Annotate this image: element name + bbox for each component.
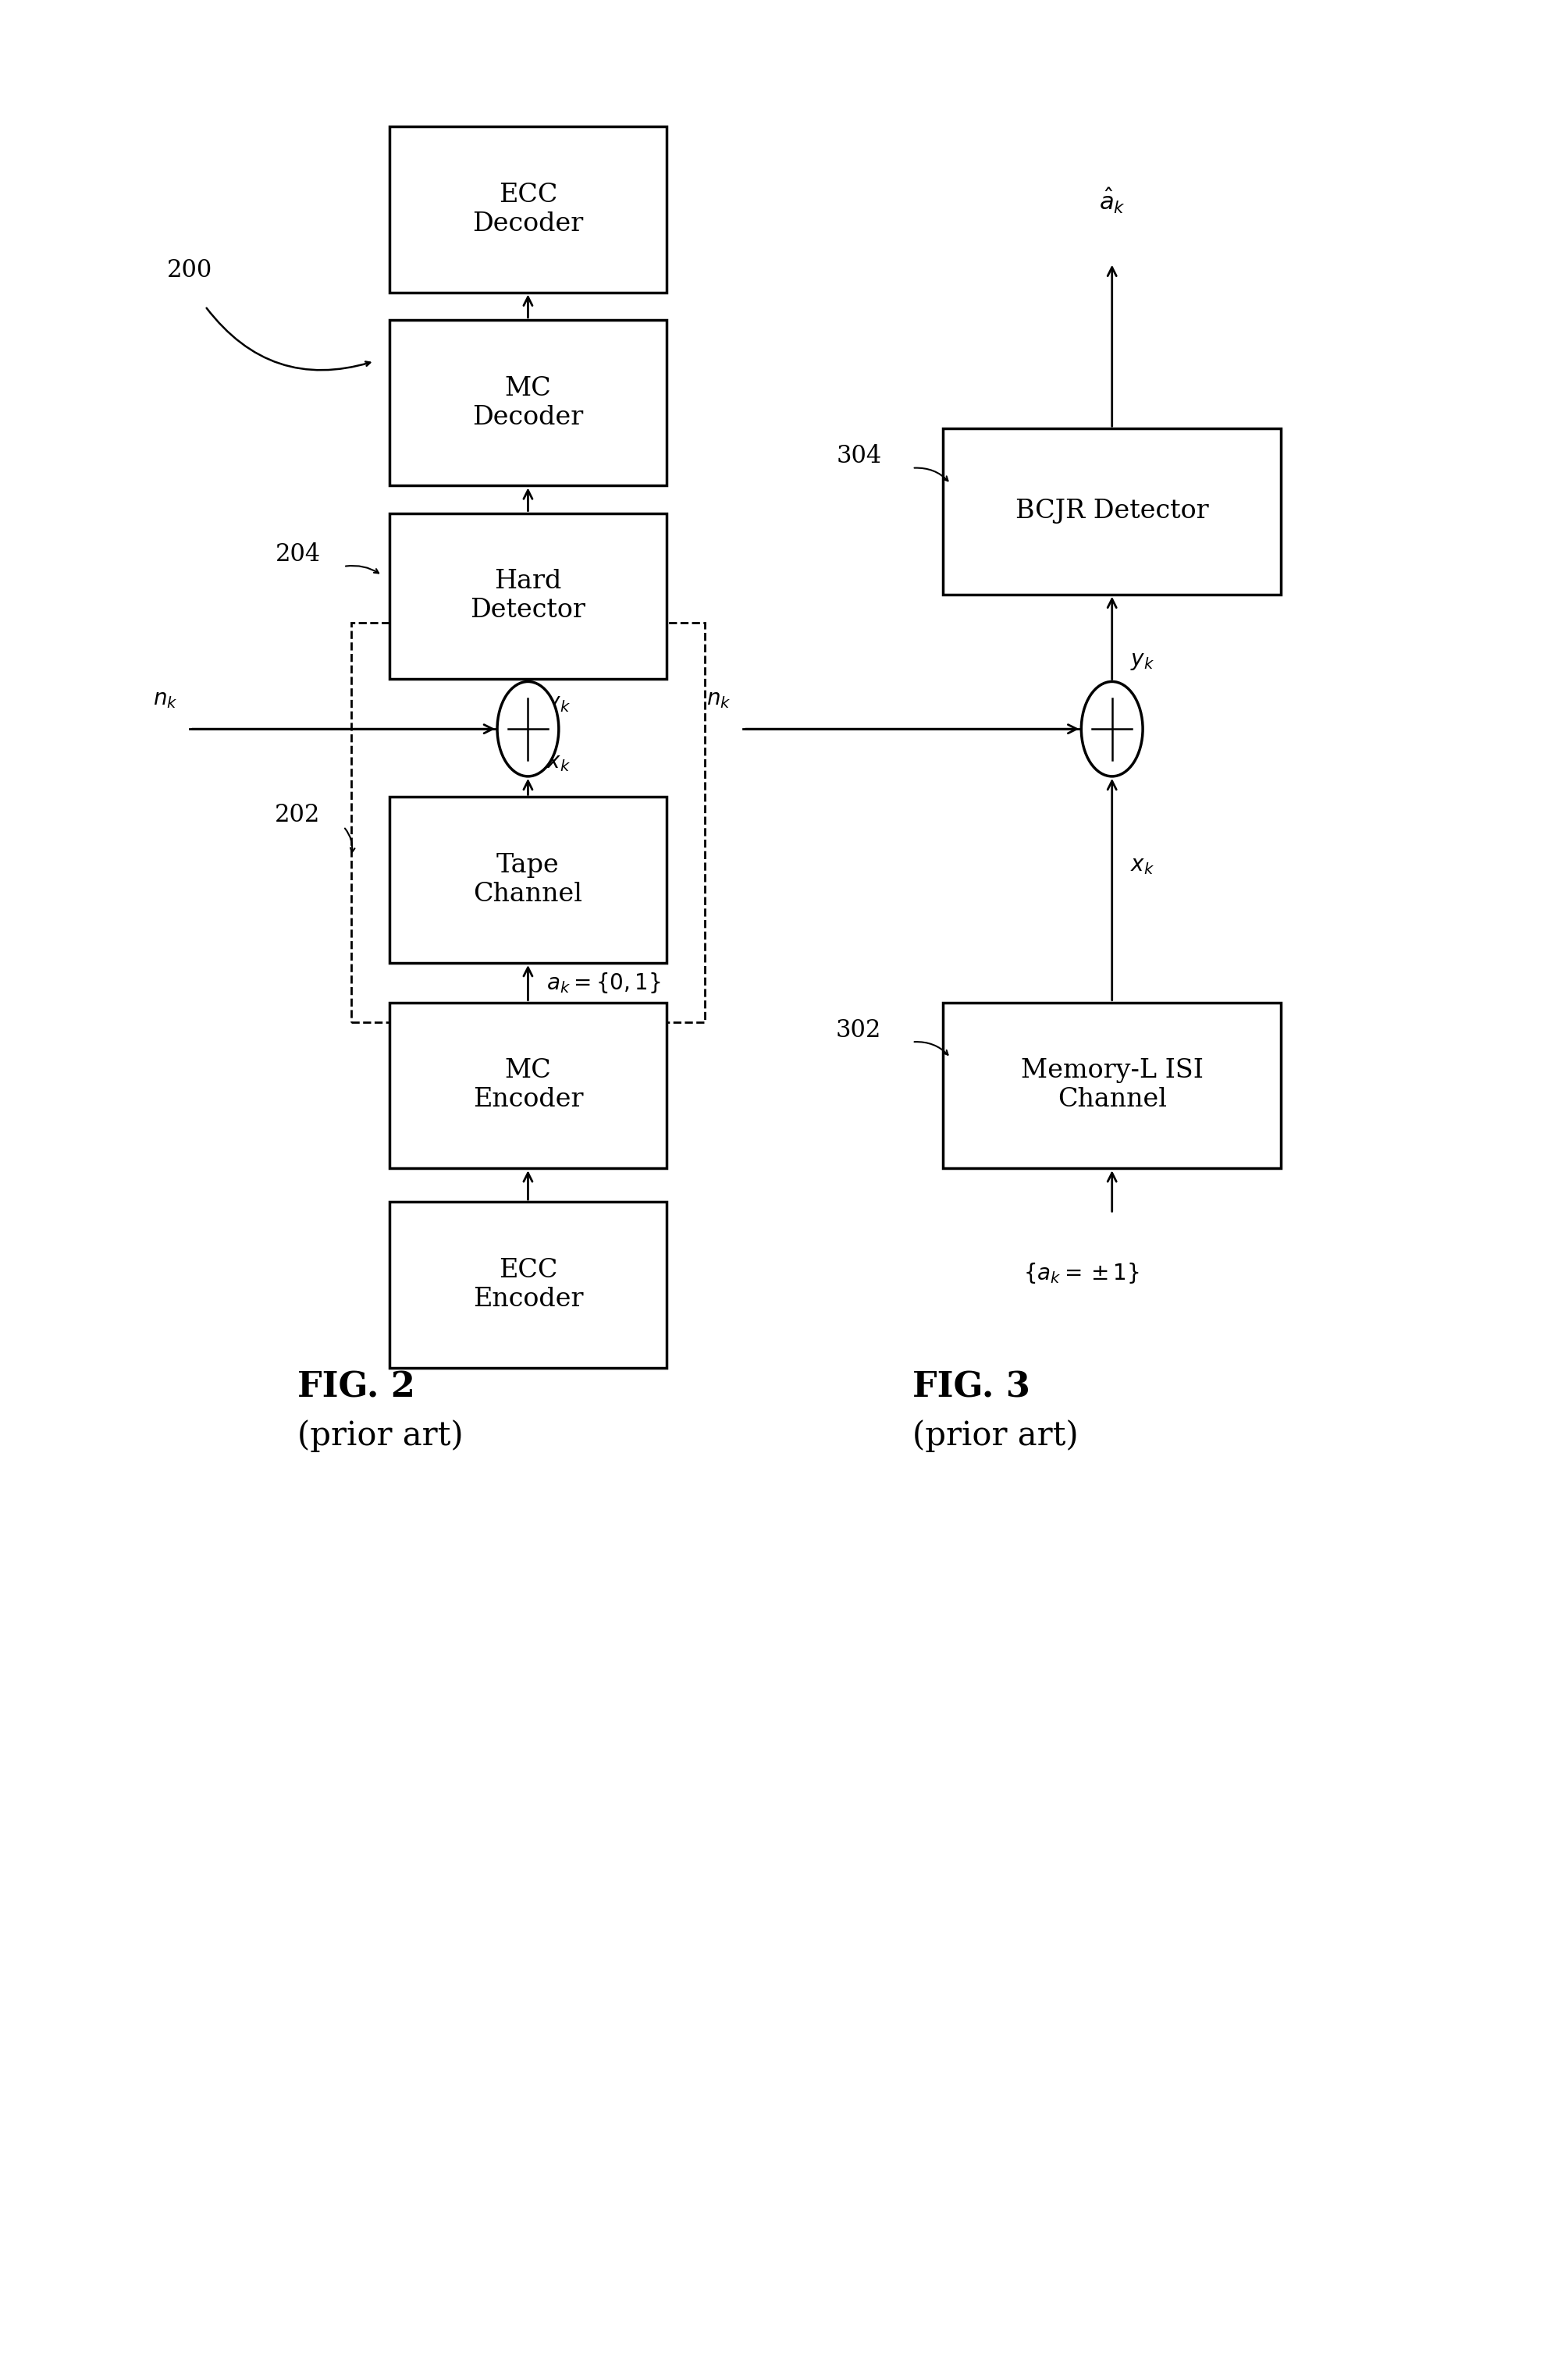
Text: 304: 304 <box>835 445 882 469</box>
FancyBboxPatch shape <box>942 1002 1281 1169</box>
Text: Tape
Channel: Tape Channel <box>473 852 582 907</box>
Text: $\{a_k = \pm 1\}$: $\{a_k = \pm 1\}$ <box>1023 1261 1139 1285</box>
FancyBboxPatch shape <box>390 126 665 293</box>
Text: (prior art): (prior art) <box>911 1418 1078 1452</box>
Circle shape <box>1081 681 1142 776</box>
Circle shape <box>497 681 558 776</box>
Text: MC
Encoder: MC Encoder <box>472 1059 583 1111</box>
Text: $x_k$: $x_k$ <box>546 752 571 774</box>
Text: $\hat{a}_k$: $\hat{a}_k$ <box>1098 186 1125 214</box>
Text: (prior art): (prior art) <box>297 1418 463 1452</box>
Text: BCJR Detector: BCJR Detector <box>1015 500 1208 524</box>
Text: +: + <box>1089 745 1100 759</box>
Text: FIG. 3: FIG. 3 <box>911 1371 1029 1404</box>
FancyBboxPatch shape <box>942 428 1281 595</box>
Text: Hard
Detector: Hard Detector <box>470 569 585 624</box>
Text: $y_k$: $y_k$ <box>1129 652 1154 671</box>
Text: MC
Decoder: MC Decoder <box>472 376 583 431</box>
Text: +: + <box>1111 695 1122 709</box>
FancyBboxPatch shape <box>390 1202 665 1368</box>
FancyBboxPatch shape <box>390 514 665 678</box>
Text: 200: 200 <box>167 259 212 283</box>
Text: 202: 202 <box>275 802 320 826</box>
Text: $x_k$: $x_k$ <box>1129 854 1154 876</box>
Text: 302: 302 <box>835 1019 882 1042</box>
Text: ECC
Decoder: ECC Decoder <box>472 183 583 236</box>
Text: +: + <box>504 745 517 759</box>
Text: 204: 204 <box>275 543 320 566</box>
FancyBboxPatch shape <box>390 1002 665 1169</box>
Text: Memory-L ISI
Channel: Memory-L ISI Channel <box>1019 1059 1202 1111</box>
FancyBboxPatch shape <box>390 797 665 964</box>
Text: FIG. 2: FIG. 2 <box>297 1371 415 1404</box>
Text: $n_k$: $n_k$ <box>705 688 730 709</box>
FancyBboxPatch shape <box>390 319 665 486</box>
Text: ECC
Encoder: ECC Encoder <box>472 1259 583 1311</box>
Text: +: + <box>526 695 538 709</box>
Text: $a_k = \{0,1\}$: $a_k = \{0,1\}$ <box>546 971 661 995</box>
Text: $y_k$: $y_k$ <box>546 693 571 714</box>
Text: $n_k$: $n_k$ <box>153 688 178 709</box>
